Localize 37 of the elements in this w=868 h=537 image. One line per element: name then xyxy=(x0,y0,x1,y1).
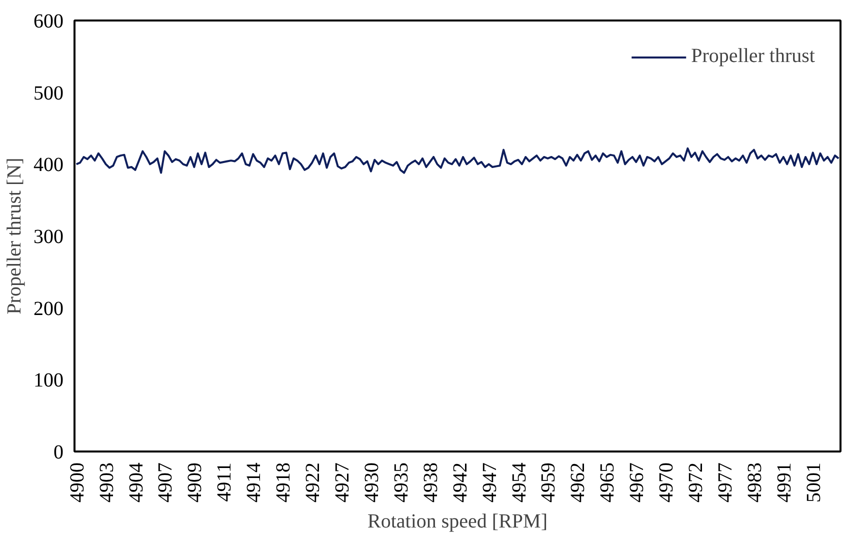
x-tick-label: 4927 xyxy=(331,462,354,502)
line-series xyxy=(75,147,840,174)
x-tick-label: 4938 xyxy=(420,462,442,502)
x-tick-label: 4977 xyxy=(714,462,736,502)
x-tick-label: 4903 xyxy=(96,462,118,502)
x-tick-label: 4907 xyxy=(154,462,177,502)
x-tick-label: 4947 xyxy=(478,462,501,502)
y-axis-title: Propeller thrust [N] xyxy=(4,158,26,314)
x-tick-label: 4965 xyxy=(596,462,619,502)
y-tick-label: 600 xyxy=(34,10,64,32)
x-tick-label: 4922 xyxy=(302,462,324,502)
x-tick-label: 4935 xyxy=(390,462,412,502)
x-tick-label: 4900 xyxy=(66,462,88,502)
y-tick-label: 300 xyxy=(34,226,64,248)
x-tick-label: 4959 xyxy=(538,462,560,502)
x-tick-label: 4962 xyxy=(567,462,590,502)
y-tick-label: 500 xyxy=(34,82,64,104)
x-tick-label: 4954 xyxy=(508,462,530,502)
x-tick-label: 5001 xyxy=(802,462,825,502)
x-tick-label: 4942 xyxy=(449,462,472,502)
y-tick-label: 400 xyxy=(34,154,64,176)
x-tick-label: 4918 xyxy=(272,462,295,502)
x-tick-label: 4983 xyxy=(744,462,766,502)
y-tick-label: 200 xyxy=(34,298,64,320)
x-axis-title: Rotation speed [RPM] xyxy=(368,510,548,532)
x-tick-label: 4930 xyxy=(360,462,383,502)
x-tick-label: 4904 xyxy=(125,462,148,502)
legend-label: Propeller thrust xyxy=(691,45,815,68)
x-tick-label: 4972 xyxy=(685,462,708,502)
x-tick-label: 4911 xyxy=(214,462,236,502)
x-tick-label: 4914 xyxy=(243,462,266,502)
x-tick-label: 4909 xyxy=(184,462,206,502)
y-tick-label: 0 xyxy=(54,442,64,464)
x-tick-label: 4991 xyxy=(773,462,796,502)
y-tick-label: 100 xyxy=(34,370,64,392)
x-tick-label: 4970 xyxy=(656,462,678,502)
x-tick-label: 4967 xyxy=(626,462,648,502)
